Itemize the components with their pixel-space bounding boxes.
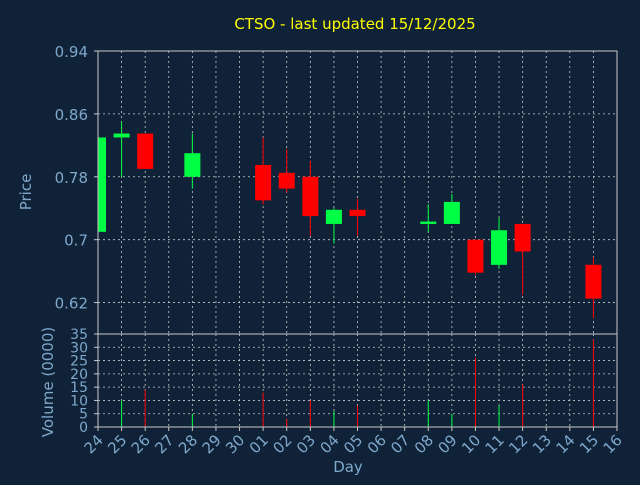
x-tick-label: 13 (529, 431, 555, 457)
candle-body (278, 172, 295, 189)
price-tick-label: 0.94 (55, 43, 88, 61)
x-tick-label: 08 (411, 431, 437, 457)
candle-body (514, 223, 531, 252)
volume-tick-label: 10 (70, 393, 88, 409)
price-tick-label: 0.62 (55, 295, 88, 313)
volume-tick-label: 5 (79, 407, 88, 423)
volume-tick-label: 25 (70, 354, 88, 370)
candle-body (302, 176, 319, 217)
x-tick-label: 15 (576, 431, 602, 457)
candle-body (349, 209, 366, 217)
candle-body (325, 209, 342, 224)
candle-body (98, 137, 106, 232)
candle-body (491, 230, 508, 265)
volume-tick-label: 20 (70, 367, 88, 383)
candle-body (113, 133, 130, 138)
candle-body (255, 164, 272, 201)
volume-axis-label: Volume (0000) (39, 327, 57, 437)
candle-body (137, 133, 154, 169)
x-axis-label: Day (333, 458, 363, 476)
x-tick-label: 01 (246, 431, 272, 457)
x-tick-label: 16 (600, 431, 626, 457)
candle-body (443, 201, 460, 224)
x-tick-label: 09 (434, 431, 460, 457)
x-tick-label: 29 (199, 431, 225, 457)
volume-tick-label: 35 (70, 327, 88, 343)
candle-body (467, 239, 484, 273)
candle-body (184, 153, 201, 177)
x-tick-label: 03 (293, 431, 319, 457)
x-axis: 2425262728293001020304050607080910111213… (81, 427, 626, 457)
x-tick-label: 28 (175, 431, 201, 457)
x-tick-label: 10 (458, 431, 484, 457)
x-tick-label: 11 (482, 431, 508, 457)
volume-tick-label: 15 (70, 380, 88, 396)
x-tick-label: 12 (505, 431, 531, 457)
x-tick-label: 06 (364, 431, 390, 457)
price-axis-label: Price (17, 174, 35, 211)
x-tick-label: 04 (317, 431, 343, 457)
x-tick-label: 14 (552, 431, 578, 457)
volume-tick-label: 0 (79, 420, 88, 436)
x-tick-label: 02 (269, 431, 295, 457)
x-tick-label: 05 (340, 431, 366, 457)
price-tick-label: 0.7 (64, 232, 88, 250)
price-panel: 0.62 0.7 0.78 0.86 0.94 (55, 43, 618, 335)
price-tick-label: 0.86 (55, 106, 88, 124)
x-tick-label: 07 (387, 431, 413, 457)
x-tick-label: 27 (151, 431, 177, 457)
price-tick-label: 0.78 (55, 169, 88, 187)
candle-body (420, 221, 437, 224)
candle-body (585, 264, 602, 299)
chart-title: CTSO - last updated 15/12/2025 (234, 15, 475, 33)
volume-tick-label: 30 (70, 340, 88, 356)
x-tick-label: 30 (222, 431, 248, 457)
x-tick-label: 25 (104, 431, 130, 457)
x-tick-label: 26 (128, 431, 154, 457)
